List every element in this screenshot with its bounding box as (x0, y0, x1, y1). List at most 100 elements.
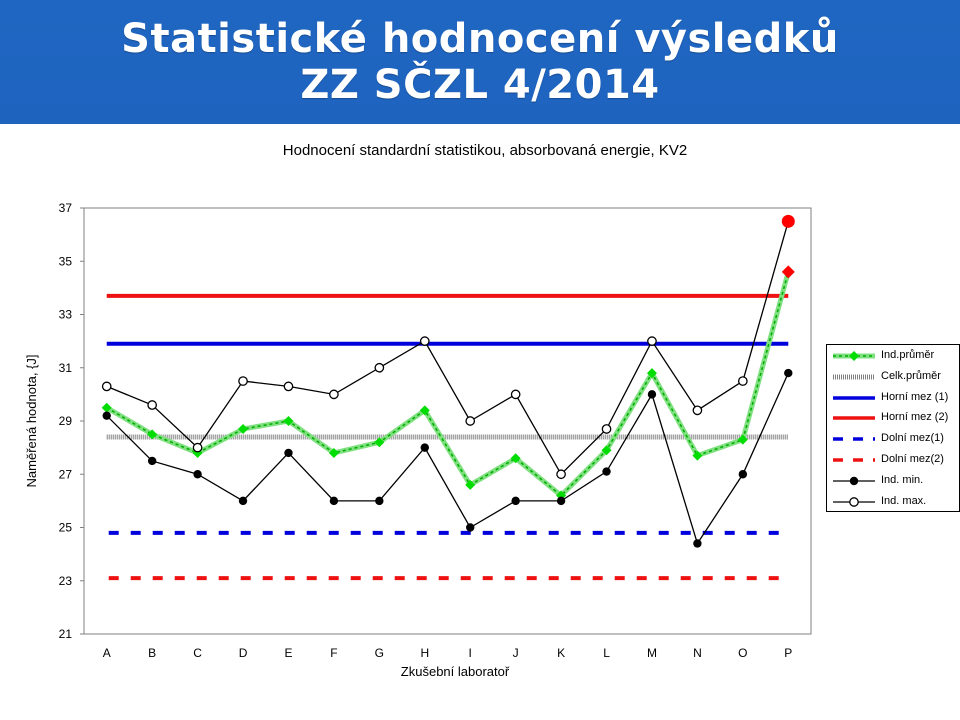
ind-mean-point (465, 479, 476, 490)
ind-max-point (465, 416, 476, 426)
x-tick-label: N (693, 646, 702, 660)
ind-mean-point (238, 423, 249, 434)
chart-panel: Hodnocení standardní statistikou, absorb… (0, 124, 960, 720)
ind-min-point (375, 496, 384, 506)
series-lines (105, 221, 791, 545)
ind-min-point (647, 390, 657, 399)
slide-title-line-1: Statistické hodnocení výsledků (121, 16, 839, 62)
legend-label: Dolní mez(2) (881, 453, 944, 465)
series-line-6 (106, 372, 789, 545)
ind-min-point (556, 496, 566, 506)
legend-swatch (833, 416, 875, 421)
legend-swatch (833, 395, 875, 400)
legend-swatch (833, 351, 875, 361)
ind-max-point (192, 442, 203, 453)
ind-max-point (283, 381, 294, 392)
x-tick-label: A (103, 646, 111, 660)
x-tick-label: J (513, 646, 519, 660)
y-tick-label: 33 (59, 308, 73, 322)
legend-item: Ind.průměr (827, 346, 960, 366)
x-tick-label: K (557, 646, 565, 660)
ind-min-point (738, 470, 748, 479)
line-chart: Hodnocení standardní statistikou, absorb… (24, 142, 812, 679)
x-tick-label: M (647, 646, 657, 660)
x-tick-label: H (420, 646, 429, 660)
ind-max-point (781, 214, 795, 228)
legend-swatch (833, 458, 875, 462)
x-axis-label: Zkušební laboratoř (401, 664, 510, 679)
ind-max-point (692, 405, 703, 416)
series-line-7 (106, 221, 789, 476)
ind-max-point (737, 376, 748, 386)
y-tick-label: 31 (59, 361, 73, 375)
slide-header: Statistické hodnocení výsledků ZZ SČZL 4… (0, 0, 960, 124)
ind-min-point (784, 368, 793, 378)
legend-item: Dolní mez(2) (827, 450, 960, 470)
legend-label: Ind. max. (881, 494, 927, 507)
ind-max-point (374, 362, 385, 373)
x-tick-label: B (148, 646, 156, 660)
slide-title-line-2: ZZ SČZL 4/2014 (300, 62, 660, 108)
ind-mean-point (781, 265, 795, 279)
ind-max-point (101, 381, 112, 392)
x-tick-label: O (738, 646, 747, 660)
ind-min-point (193, 470, 202, 479)
legend-swatch (833, 374, 875, 380)
x-tick-label: F (330, 646, 337, 660)
y-tick-label: 23 (59, 574, 73, 588)
ind-mean-line (106, 271, 790, 497)
legend-marker (849, 496, 859, 507)
legend-label: Horní mez (1) (881, 390, 949, 403)
ind-mean-point (601, 445, 612, 456)
x-tick-label: E (284, 646, 292, 660)
legend-label: Celk.průměr (881, 369, 941, 382)
y-tick-label: 25 (59, 521, 73, 535)
chart-title: Hodnocení standardní statistikou, absorb… (283, 142, 687, 159)
ind-mean-line-halo (105, 271, 791, 499)
legend-item: Celk.průměr (827, 367, 960, 387)
legend-item: Ind. min. (827, 471, 960, 491)
legend: Ind.průměr Celk.průměr Horní mez (1) Horní … (826, 344, 960, 512)
legend-swatch (833, 476, 875, 485)
legend-item: Horní mez (2) (827, 408, 960, 428)
x-tick-label: I (469, 646, 472, 660)
legend-label: Horní mez (2) (881, 411, 949, 424)
y-axis-ticks: 21 23 25 27 29 31 33 35 37 (59, 201, 84, 641)
x-tick-label: L (603, 646, 610, 660)
reference-lines (106, 293, 789, 581)
ind-mean-point (737, 434, 748, 445)
legend-swatch (833, 496, 875, 507)
legend-marker (849, 476, 859, 485)
y-tick-label: 29 (59, 414, 73, 428)
ind-max-point (601, 424, 612, 434)
ind-min-point (420, 443, 429, 452)
y-tick-label: 27 (59, 467, 73, 481)
x-axis-ticks: A B C D E F G H I J K L M N O P (103, 646, 793, 660)
ind-min-point (466, 523, 475, 532)
series-markers (101, 214, 795, 548)
ind-min-point (147, 456, 157, 466)
y-tick-label: 21 (59, 627, 73, 641)
plot-area (83, 207, 812, 635)
legend-label: Ind. min. (881, 473, 924, 486)
ind-min-point (602, 467, 611, 476)
ind-mean-point (283, 416, 294, 426)
ind-mean-point (510, 453, 521, 464)
legend-item: Dolní mez(1) (827, 429, 960, 449)
ind-min-point (693, 539, 702, 548)
ind-mean-point (419, 405, 430, 416)
legend-item: Ind. max. (827, 492, 960, 512)
legend-item: Horní mez (1) (827, 388, 960, 408)
x-tick-label: D (239, 646, 248, 660)
ind-max-point (238, 376, 248, 386)
ind-mean-point (328, 447, 339, 458)
x-tick-label: G (375, 646, 384, 660)
legend-label: Ind.průměr (881, 349, 935, 361)
ind-max-point (419, 336, 430, 346)
legend-label: Dolní mez(1) (881, 432, 944, 445)
ind-max-point (510, 389, 521, 400)
ind-min-point (329, 496, 339, 506)
legend-swatch (833, 437, 875, 441)
ind-mean-point (692, 450, 703, 461)
ind-max-point (329, 389, 339, 400)
